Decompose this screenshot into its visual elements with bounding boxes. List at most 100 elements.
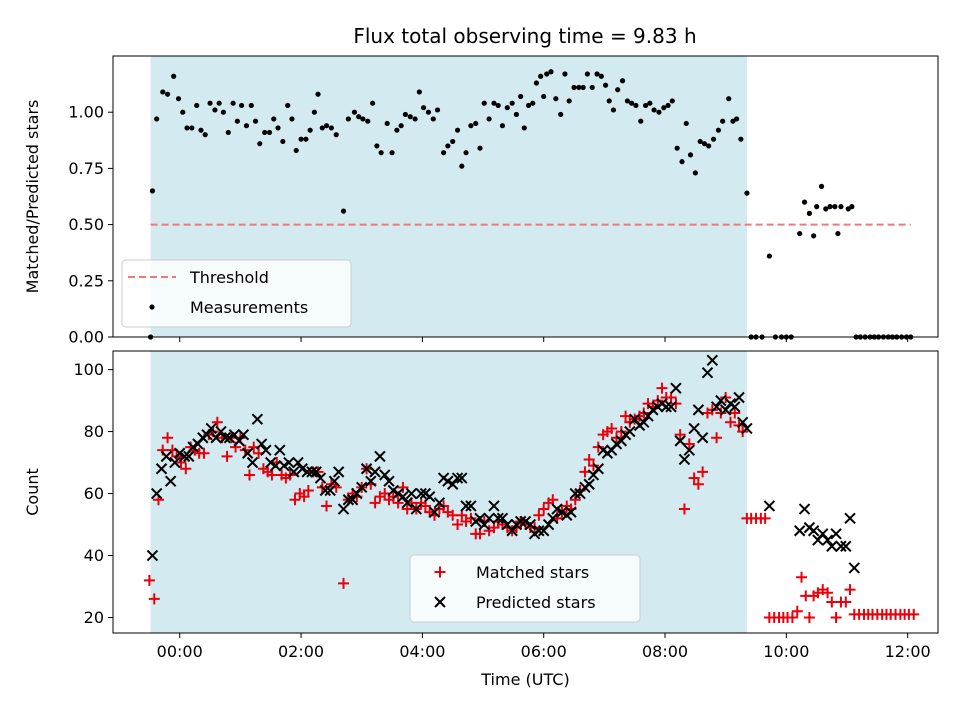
matched-point	[606, 422, 618, 434]
legend-measurements-label: Measurements	[190, 298, 308, 317]
measurement-point	[499, 123, 506, 129]
measurement-point	[598, 73, 604, 79]
measurement-point	[530, 100, 536, 106]
measurement-point	[412, 116, 418, 122]
predicted-point	[301, 466, 313, 478]
predicted-point	[288, 466, 300, 478]
matched-point	[338, 577, 350, 589]
measurement-point	[697, 138, 703, 145]
predicted-point	[706, 354, 719, 367]
predicted-point	[306, 466, 318, 478]
matched-point	[289, 494, 301, 506]
measurement-point	[202, 132, 208, 138]
chart-title: Flux total observing time = 9.83 h	[353, 24, 696, 48]
y-tick-label: 0.25	[68, 271, 104, 290]
ratio-legend: Threshold Measurements	[121, 259, 352, 328]
measurement-point	[738, 136, 744, 142]
measurement-point	[486, 116, 492, 122]
predicted-point	[624, 425, 636, 438]
y-tick-label: 0.75	[68, 159, 104, 178]
measurement-point	[450, 138, 456, 145]
matched-point	[844, 584, 856, 596]
measurement-point	[521, 125, 527, 131]
legend-predicted-swatch	[434, 596, 446, 608]
measurement-point	[243, 123, 250, 129]
predicted-point	[337, 503, 350, 515]
predicted-point	[169, 456, 181, 469]
y-tick-label: 0.50	[68, 215, 104, 234]
y-tick-label: 1.00	[68, 103, 104, 122]
matched-point	[579, 466, 591, 478]
measurement-point	[558, 111, 564, 118]
predicted-point	[219, 432, 231, 444]
predicted-point	[255, 438, 268, 450]
measurement-point	[340, 208, 347, 214]
matched-point	[180, 463, 192, 475]
measurement-point	[744, 190, 750, 196]
measurement-point	[194, 102, 200, 109]
matched-point	[533, 509, 545, 521]
measurement-point	[160, 89, 166, 95]
predicted-point	[741, 422, 753, 435]
measurement-point	[307, 127, 313, 133]
measurement-point	[835, 230, 841, 237]
measurement-point	[576, 84, 582, 91]
predicted-point	[346, 494, 359, 506]
predicted-point	[733, 391, 745, 404]
matched-point	[379, 488, 391, 500]
measurement-point	[638, 118, 644, 124]
matched-point	[688, 472, 700, 484]
measurement-point	[266, 129, 273, 136]
measurement-point	[481, 100, 487, 106]
predicted-point	[178, 450, 191, 463]
predicted-point	[369, 466, 381, 478]
measurement-point	[566, 98, 572, 104]
measurement-point	[175, 96, 182, 102]
predicted-point	[844, 512, 856, 525]
measurement-point	[734, 116, 740, 122]
measurement-point	[374, 143, 380, 149]
predicted-point	[260, 444, 272, 456]
matched-point	[840, 596, 852, 608]
predicted-point	[674, 435, 686, 447]
predicted-point	[474, 512, 486, 525]
matched-point	[321, 500, 333, 512]
measurement-point	[710, 136, 717, 142]
measurement-point	[766, 253, 772, 259]
measurement-point	[434, 107, 441, 113]
predicted-point	[715, 394, 727, 407]
measurement-point	[184, 125, 190, 131]
predicted-point	[314, 472, 327, 484]
measurement-point	[230, 100, 236, 106]
matched-point	[822, 587, 834, 599]
matched-point	[198, 447, 210, 459]
y-tick-label: 20	[84, 608, 104, 627]
predicted-point	[592, 463, 605, 475]
matched-point	[211, 416, 223, 428]
measurement-point	[293, 147, 299, 154]
measurement-point	[420, 105, 427, 111]
measurement-point	[275, 125, 281, 131]
measurement-point	[441, 150, 447, 156]
measurement-point	[360, 116, 366, 122]
measurement-point	[553, 96, 559, 102]
measurement-point	[311, 109, 317, 115]
predicted-point	[492, 512, 504, 525]
measurement-point	[715, 127, 722, 133]
predicted-point	[565, 506, 577, 518]
measurement-point	[615, 87, 621, 93]
predicted-point	[835, 540, 847, 552]
measurement-point	[234, 118, 240, 124]
predicted-point	[793, 525, 806, 537]
measurement-point	[624, 98, 631, 104]
matched-point	[830, 612, 842, 624]
measurement-point	[818, 183, 825, 189]
predicted-point	[269, 459, 282, 472]
measurement-point	[651, 107, 657, 113]
matched-point	[465, 512, 477, 524]
predicted-point	[164, 475, 177, 487]
matched-point	[452, 519, 464, 531]
predicted-point	[423, 490, 436, 503]
predicted-point	[678, 453, 691, 466]
predicted-point	[201, 428, 213, 441]
